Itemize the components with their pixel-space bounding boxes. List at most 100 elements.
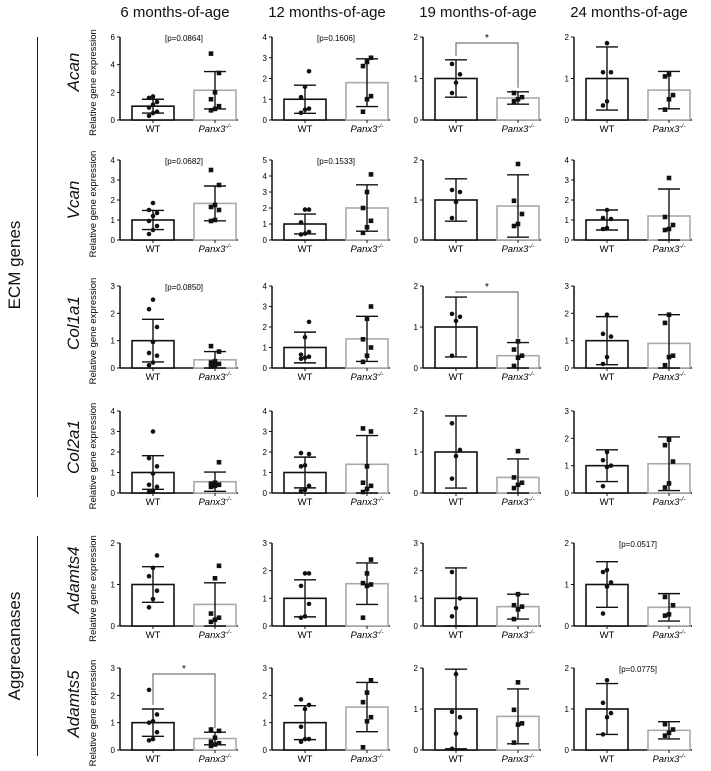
x-label-wt: WT [449,497,464,508]
data-point [453,605,459,611]
x-label-ko: Panx3-/- [198,123,232,135]
y-axis-label: Relative gene expression [88,660,99,767]
data-point [364,316,370,322]
data-point [208,108,214,113]
data-point [515,722,521,727]
data-point [662,107,668,112]
data-point [298,583,304,589]
data-point [662,594,668,600]
data-point [600,700,606,706]
x-label-wt: WT [600,497,615,508]
y-axis-label: Relative gene expression [88,29,99,136]
x-label-ko: Panx3-/- [652,629,686,641]
data-point [154,588,160,594]
data-point [604,354,610,360]
data-point [515,161,521,167]
y-tick-label: 2 [565,664,570,673]
y-tick-label: 3 [263,539,268,548]
x-label-wt: WT [146,754,161,765]
data-point [457,189,463,195]
y-tick-label: 0 [414,489,419,498]
column-title-12mo: 12 months-of-age [268,4,386,21]
data-point [150,360,156,365]
data-point [360,230,366,236]
data-point [208,484,214,490]
data-point [306,354,312,360]
x-label-ko: Panx3-/- [501,629,535,641]
data-point [360,489,366,495]
x-label-wt: WT [298,372,313,383]
x-label-ko: Panx3-/- [198,371,232,383]
p-value-annotation: [p=0.0517] [619,540,657,549]
y-tick-label: 1 [565,216,570,225]
data-point [453,80,459,85]
data-point [608,710,614,716]
y-tick-label: 2 [565,434,570,443]
data-point [302,355,308,361]
y-tick-label: 4 [263,407,268,416]
data-point [364,224,370,230]
panel-col1a1-3: 0 1 2 3 WT Panx3-/- [565,282,692,383]
y-tick-label: 2 [414,156,419,165]
y-tick-label: 1 [263,594,268,603]
x-label-ko: Panx3-/- [350,629,384,641]
data-point [600,483,606,489]
data-point [670,459,676,464]
significance-star: * [485,282,489,293]
y-axis-label: Relative gene expression [88,151,99,258]
panel-vcan-0: Relative gene expression 0 1 2 3 4 WT Panx3-/- [… [88,151,238,258]
data-point [515,482,521,488]
data-point [212,742,218,747]
y-tick-label: 1 [111,719,116,728]
y-tick-label: 2 [263,323,268,332]
data-point [208,218,214,224]
data-point [306,68,312,74]
data-point [519,721,525,726]
data-point [154,553,160,558]
y-tick-label: 3 [565,176,570,185]
data-point [519,604,525,609]
data-point [306,207,312,212]
data-point [449,746,455,752]
data-point [360,699,366,705]
data-point [511,363,517,369]
panel-adamts5-0: Relative gene expression 0 1 2 3 WT Panx3-/- * [88,660,238,767]
data-point [154,99,160,105]
data-point [368,218,374,224]
y-tick-label: 0 [414,746,419,755]
data-point [600,361,606,367]
data-point [519,94,525,100]
data-point [302,107,308,112]
data-point [449,187,455,193]
data-point [208,611,214,616]
data-point [302,706,308,712]
y-tick-label: 4 [263,33,268,42]
data-point [670,727,676,732]
data-point [360,359,366,365]
data-point [298,615,304,620]
data-point [360,744,366,750]
data-point [306,483,312,489]
y-tick-label: 0 [111,622,116,631]
p-value-annotation: [p=0.1606] [317,34,355,43]
y-tick-label: 1 [414,323,419,332]
y-tick-label: 0 [414,236,419,245]
column-title-19mo: 19 months-of-age [419,4,537,21]
panel-vcan-3: 0 1 2 3 4 WT Panx3-/- [565,156,692,255]
data-point [364,96,370,102]
data-point [511,707,517,713]
data-point [364,719,370,724]
y-tick-label: 1 [565,462,570,471]
data-point [208,167,214,173]
data-point [298,488,304,494]
x-label-wt: WT [298,244,313,255]
data-point [364,583,370,589]
panel-vcan-1: 0 1 2 3 4 5 WT Panx3-/- [p=0.1533] [263,156,390,255]
data-point [604,714,610,720]
data-point [368,345,374,350]
data-point [511,740,517,745]
y-tick-label: 2 [263,448,268,457]
data-point [364,464,370,469]
data-point [360,205,366,211]
